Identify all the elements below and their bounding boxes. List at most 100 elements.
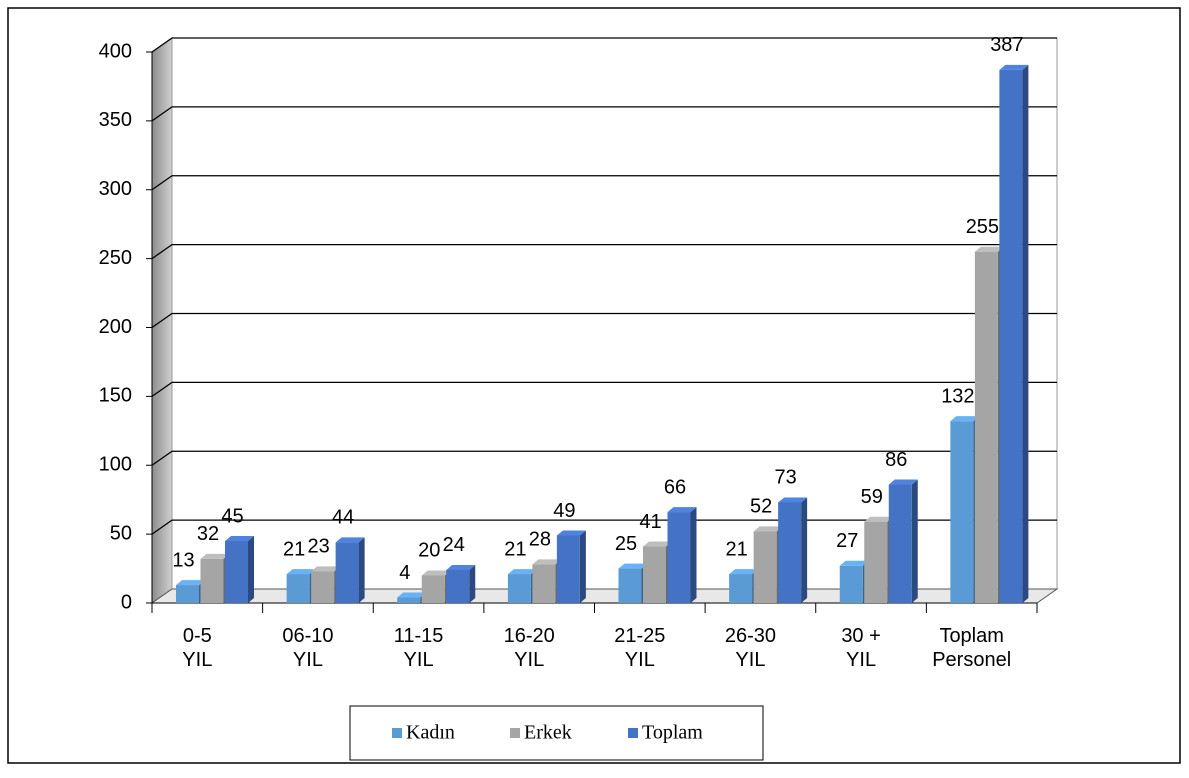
y-tick-label: 350 — [99, 109, 132, 131]
bar-top — [667, 507, 697, 513]
bar-front — [556, 535, 580, 603]
bar-side — [911, 479, 918, 603]
grid-line — [151, 175, 1057, 191]
bar-front — [839, 565, 863, 603]
bar-front — [446, 569, 470, 603]
value-label: 24 — [443, 534, 465, 556]
y-tick-label: 250 — [99, 247, 132, 269]
legend-swatch — [392, 728, 402, 738]
bar-front — [532, 564, 556, 603]
value-label: 28 — [529, 529, 551, 551]
bar-top — [335, 537, 365, 543]
bar-front — [176, 585, 199, 603]
bar-side — [690, 507, 697, 603]
grid-line — [151, 312, 1057, 329]
bar-front — [643, 546, 666, 603]
bar — [446, 564, 476, 603]
bar-front — [888, 484, 912, 603]
bar-top — [753, 526, 783, 532]
grid-line — [151, 106, 1057, 122]
x-tick-label: 06-10 YIL — [282, 625, 333, 671]
x-tick-label: 16-20 YIL — [504, 625, 555, 671]
value-label: 20 — [418, 540, 440, 562]
value-label: 4 — [399, 562, 410, 584]
value-label: 255 — [966, 216, 999, 238]
value-label: 23 — [308, 536, 330, 558]
bar-top — [839, 560, 869, 566]
bar-top — [618, 563, 648, 569]
x-tick-label: 11-15 YIL — [394, 625, 444, 671]
bar-front — [286, 574, 310, 603]
bar-top — [778, 497, 808, 503]
bar-top — [421, 570, 451, 576]
bar-front — [753, 531, 777, 603]
bar-front — [618, 568, 642, 603]
bar-top — [999, 64, 1029, 70]
value-label: 41 — [639, 511, 661, 533]
bar-top — [556, 530, 586, 536]
bar-side — [469, 564, 476, 603]
bar-top — [532, 559, 562, 565]
legend-box — [349, 705, 764, 761]
bar — [556, 530, 586, 603]
value-label: 45 — [221, 505, 243, 527]
bar-front — [507, 574, 531, 603]
bar-top — [643, 541, 672, 547]
y-tick-label: 300 — [99, 178, 132, 200]
bar-front — [778, 502, 802, 603]
bar-front — [864, 521, 888, 603]
bar-front — [999, 69, 1023, 604]
value-label: 21 — [504, 538, 526, 560]
bar-top — [729, 569, 759, 575]
value-label: 32 — [197, 523, 219, 545]
y-tick-label: 400 — [99, 40, 132, 62]
bar-front — [421, 575, 445, 603]
bar — [888, 479, 918, 603]
value-label: 49 — [553, 500, 575, 522]
bar — [999, 64, 1029, 604]
bar-top — [397, 592, 427, 598]
x-tick-label: 21-25 YIL — [614, 625, 665, 671]
bar-top — [200, 553, 230, 559]
value-label: 25 — [615, 533, 637, 555]
legend-label: Erkek — [524, 722, 572, 744]
bar-front — [729, 574, 753, 603]
bar-top — [225, 536, 254, 542]
grid-line — [151, 37, 1057, 53]
bar — [667, 507, 697, 603]
x-tick-label: Toplam Personel — [932, 625, 1011, 671]
value-label: 44 — [332, 507, 354, 529]
legend-label: Kadın — [406, 722, 455, 744]
bar-side — [1022, 64, 1029, 604]
bar-top — [446, 564, 476, 570]
y-tick-label: 100 — [99, 454, 132, 476]
bar-side — [358, 537, 365, 603]
y-tick-label: 150 — [99, 385, 132, 407]
grid-line — [151, 450, 1057, 466]
bar-top — [864, 516, 894, 522]
value-label: 21 — [283, 538, 305, 560]
legend-swatch — [510, 728, 520, 738]
value-label: 387 — [990, 34, 1023, 56]
bar-top — [507, 569, 537, 575]
bar-front — [335, 542, 359, 603]
bar-front — [200, 558, 224, 603]
legend: Kadın Erkek Toplam — [392, 722, 703, 744]
value-label: 66 — [664, 476, 686, 498]
bar-top — [974, 246, 1004, 252]
bar-front — [950, 421, 974, 603]
bar-side — [801, 497, 808, 603]
bar-top — [950, 416, 980, 422]
bar — [335, 537, 365, 603]
value-label: 59 — [861, 486, 883, 508]
value-label: 21 — [726, 538, 748, 560]
bar-top — [888, 479, 918, 485]
bar-side — [579, 530, 586, 603]
x-tick-label: 30 + YIL — [841, 625, 880, 671]
bar-top — [311, 566, 341, 572]
grid-line — [151, 381, 1057, 397]
y-tick-label: 0 — [121, 591, 132, 613]
y-tick-label: 50 — [110, 522, 132, 544]
value-label: 13 — [172, 549, 194, 571]
bar-front — [225, 541, 248, 603]
